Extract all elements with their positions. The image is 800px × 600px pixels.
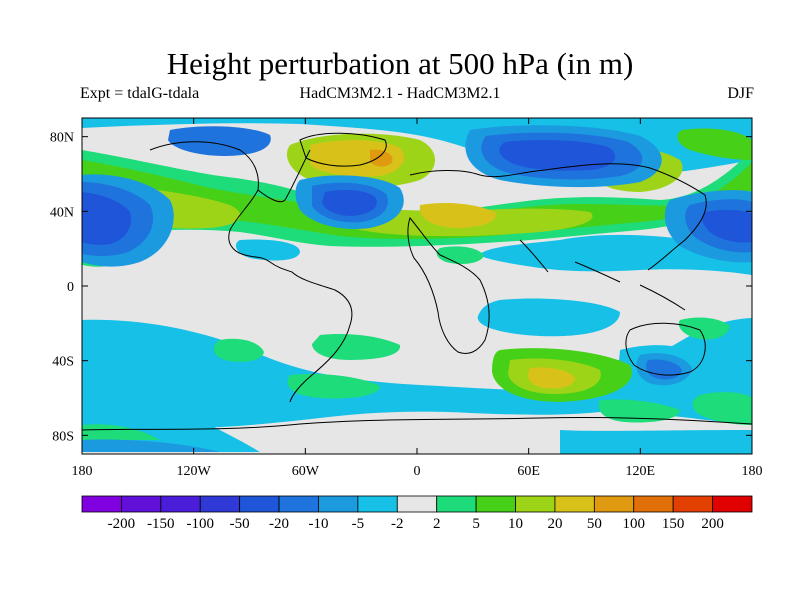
x-tick-label: 60W — [292, 464, 320, 479]
colorbar-label: 5 — [472, 516, 480, 532]
colorbar-label: -2 — [391, 516, 404, 532]
x-tick-label: 60E — [517, 464, 540, 479]
y-tick-label: 40S — [52, 355, 74, 370]
colorbar-label: 20 — [547, 516, 562, 532]
x-tick-label: 180 — [742, 464, 763, 479]
coast-south-asia — [519, 239, 686, 311]
colorbar-label: 50 — [587, 516, 602, 532]
model-comparison-label: HadCM3M2.1 - HadCM3M2.1 — [299, 85, 501, 102]
colorbar-swatch — [712, 495, 753, 513]
y-tick-label: 0 — [67, 280, 74, 295]
colorbar-swatch — [475, 495, 516, 513]
coast-south-america — [289, 271, 353, 403]
colorbar-swatch — [436, 495, 477, 513]
colorbar: -200 -150 -100 -50 -20 -10 -5 -2 2 5 10 20 50 100 150 2… — [81, 495, 753, 532]
colorbar-swatch — [357, 495, 398, 513]
coast-greenland — [299, 132, 387, 167]
map-panel — [81, 117, 753, 455]
x-tick-label: 120W — [177, 464, 212, 479]
colorbar-swatch — [160, 495, 201, 513]
colorbar-label: -20 — [269, 516, 289, 532]
colorbar-label: -5 — [352, 516, 365, 532]
colorbar-label: -50 — [230, 516, 250, 532]
contour-field — [82, 118, 752, 454]
colorbar-label: 2 — [433, 516, 441, 532]
colorbar-swatch — [515, 495, 556, 513]
x-tick-label: 180 — [72, 464, 93, 479]
colorbar-swatch — [593, 495, 635, 513]
colorbar-swatch — [396, 495, 438, 513]
colorbar-label: -150 — [147, 516, 175, 532]
colorbar-label: -10 — [308, 516, 328, 532]
colorbar-swatch — [318, 495, 359, 513]
y-tick-label: 80S — [52, 429, 74, 444]
season-label: DJF — [727, 85, 754, 102]
colorbar-swatch — [199, 495, 241, 513]
y-axis: 80N 40N 0 40S 80S — [50, 131, 752, 444]
colorbar-label: 150 — [662, 516, 685, 532]
coast-antarctica — [82, 416, 752, 431]
colorbar-swatch — [121, 495, 162, 513]
colorbar-swatch — [554, 495, 595, 513]
colorbar-swatch — [672, 495, 713, 513]
chart-title: Height perturbation at 500 hPa (in m) — [166, 46, 634, 81]
colorbar-label: -200 — [108, 516, 136, 532]
coast-north-america — [149, 141, 311, 273]
colorbar-swatch — [278, 495, 319, 513]
coast-africa — [407, 216, 490, 354]
y-tick-label: 40N — [50, 205, 74, 220]
positive-contours — [82, 128, 752, 440]
colorbar-label: 200 — [701, 516, 724, 532]
experiment-label: Expt = tdalG-tdala — [80, 85, 200, 102]
colorbar-label: 10 — [508, 516, 523, 532]
y-tick-label: 80N — [50, 131, 74, 146]
colorbar-label: -100 — [186, 516, 214, 532]
coastlines — [82, 132, 752, 431]
colorbar-label: 100 — [623, 516, 646, 532]
coast-eurasia — [409, 163, 707, 271]
x-axis: 180 120W 60W 0 60E 120E 180 — [72, 118, 763, 479]
coast-australia — [625, 322, 706, 376]
colorbar-swatch — [81, 495, 122, 513]
colorbar-swatch — [239, 495, 280, 513]
x-tick-label: 0 — [414, 464, 421, 479]
x-tick-label: 120E — [626, 464, 656, 479]
colorbar-swatch — [633, 495, 674, 513]
negative-contours-strong — [82, 125, 752, 452]
